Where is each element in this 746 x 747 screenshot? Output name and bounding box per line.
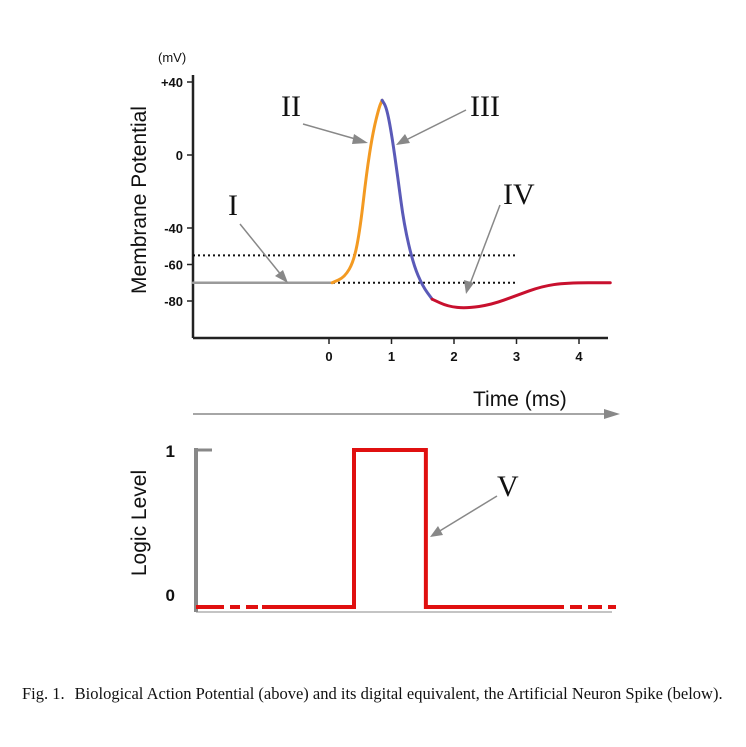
bottom-y-axis-title: Logic Level [128, 470, 151, 576]
top-y-axis-title: Membrane Potential [128, 106, 151, 294]
top-series [191, 98, 612, 310]
top-y-tick-label: 0 [176, 148, 183, 163]
annotation-V: V [497, 470, 519, 503]
arrowhead-IV [464, 280, 474, 294]
top-x-tick-label: 0 [325, 349, 332, 364]
arrow-V [437, 495, 498, 533]
arrow-III [403, 109, 467, 142]
arrow-IV [469, 204, 501, 285]
bottom-y-ticks: 10 [166, 442, 212, 605]
repolarization-segment [380, 98, 434, 301]
top-y-ticks: +40 0 -40 -60 -80 [161, 75, 193, 309]
top-x-tick-label: 2 [450, 349, 457, 364]
bottom-y-tick-label: 0 [166, 586, 175, 605]
top-y-tick-label: -60 [164, 258, 183, 273]
arrowhead-III [396, 134, 410, 145]
arrow-II [302, 123, 360, 141]
time-arrow [193, 409, 620, 419]
figure-caption: Fig. 1. Biological Action Potential (abov… [22, 683, 727, 704]
arrowhead-V [430, 526, 443, 537]
bottom-series [196, 448, 616, 609]
arrow-I [239, 223, 283, 277]
depolarization-segment [330, 98, 384, 285]
y-unit-label: (mV) [158, 50, 186, 65]
top-x-tick-label: 1 [388, 349, 395, 364]
annotation-IV: IV [503, 178, 535, 211]
top-y-tick-label: -40 [164, 221, 183, 236]
arrowhead-II [352, 134, 368, 144]
spike-trace [262, 448, 556, 609]
arrowhead-I [275, 270, 288, 283]
top-x-ticks: 0 1 2 3 4 [325, 338, 583, 364]
top-y-tick-label: -80 [164, 294, 183, 309]
bottom-chart-axes [194, 448, 612, 613]
caption-label: Fig. 1. [22, 684, 65, 703]
hyperpolarization-segment [430, 281, 612, 310]
annotation-I: I [228, 189, 238, 222]
annotation-III: III [470, 90, 500, 123]
top-chart-axes [191, 75, 608, 340]
caption-text: Biological Action Potential (above) and … [74, 684, 723, 703]
x-axis-title: Time (ms) [473, 388, 567, 411]
annotation-II: II [281, 90, 301, 123]
top-x-tick-label: 3 [513, 349, 520, 364]
annotations: I II III IV V [228, 90, 535, 537]
bottom-y-tick-label: 1 [166, 442, 175, 461]
top-x-tick-label: 4 [575, 349, 583, 364]
top-y-tick-label: +40 [161, 75, 183, 90]
